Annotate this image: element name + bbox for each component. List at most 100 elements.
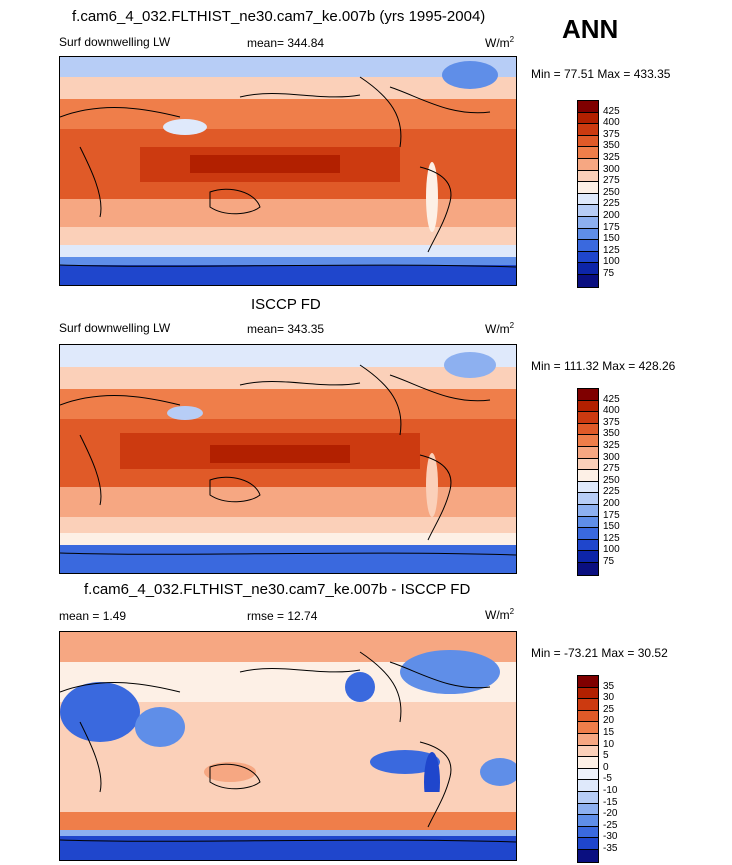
colorbar-level-label: 325 bbox=[603, 440, 620, 451]
panel1-colorbar bbox=[577, 100, 599, 288]
colorbar-level-label: 275 bbox=[603, 175, 620, 187]
colorbar-box bbox=[578, 481, 598, 494]
panel2-variable: Surf downwelling LW bbox=[59, 321, 171, 335]
colorbar-box bbox=[578, 274, 598, 287]
colorbar-box bbox=[578, 423, 598, 436]
panel3-rmse: rmse = 12.74 bbox=[247, 609, 318, 623]
colorbar-level-label: -35 bbox=[603, 843, 618, 854]
colorbar-box bbox=[578, 147, 598, 159]
colorbar-box bbox=[578, 493, 598, 505]
panel2-units: W/m2 bbox=[485, 321, 515, 336]
colorbar-level-label: -30 bbox=[603, 831, 618, 843]
colorbar-box bbox=[578, 768, 598, 781]
panel3-map-field bbox=[60, 632, 516, 860]
colorbar-box bbox=[578, 112, 598, 125]
colorbar-level-label: 175 bbox=[603, 509, 620, 521]
colorbar-box bbox=[578, 435, 598, 447]
colorbar-level-label: 25 bbox=[603, 703, 615, 715]
colorbar-box bbox=[578, 722, 598, 734]
colorbar-level-label: 30 bbox=[603, 692, 615, 704]
colorbar-level-label: 150 bbox=[603, 233, 620, 245]
panel2-map-field bbox=[60, 345, 516, 573]
panel3-colorbar bbox=[577, 675, 599, 863]
colorbar-level-label: 200 bbox=[603, 210, 620, 221]
colorbar-box bbox=[578, 780, 598, 792]
colorbar-box bbox=[578, 263, 598, 275]
colorbar-box bbox=[578, 516, 598, 529]
colorbar-level-label: 350 bbox=[603, 428, 620, 440]
colorbar-level-label: 100 bbox=[603, 544, 620, 556]
colorbar-level-label: 100 bbox=[603, 256, 620, 268]
colorbar-box bbox=[578, 216, 598, 229]
colorbar-box bbox=[578, 182, 598, 194]
panel2-map bbox=[59, 344, 517, 574]
colorbar-box bbox=[578, 687, 598, 700]
panel1-minmax: Min = 77.51 Max = 433.35 bbox=[531, 67, 671, 81]
colorbar-level-label: -25 bbox=[603, 819, 618, 831]
colorbar-level-label: 400 bbox=[603, 405, 620, 417]
colorbar-level-label: -10 bbox=[603, 785, 618, 796]
colorbar-level-label: 300 bbox=[603, 163, 620, 175]
colorbar-level-label: 425 bbox=[603, 393, 620, 405]
colorbar-level-label: 275 bbox=[603, 463, 620, 475]
colorbar-level-label: 375 bbox=[603, 416, 620, 428]
panel3-units: W/m2 bbox=[485, 607, 515, 622]
panel1-map-field bbox=[60, 57, 516, 285]
colorbar-level-label: 150 bbox=[603, 521, 620, 533]
colorbar-level-label: 225 bbox=[603, 486, 620, 498]
colorbar-box bbox=[578, 193, 598, 206]
panel3-map bbox=[59, 631, 517, 861]
panel1-map bbox=[59, 56, 517, 286]
colorbar-level-label: 10 bbox=[603, 738, 615, 750]
colorbar-level-label: 5 bbox=[603, 750, 609, 762]
colorbar-level-label: 225 bbox=[603, 198, 620, 210]
colorbar-box bbox=[578, 539, 598, 552]
colorbar-box bbox=[578, 446, 598, 459]
colorbar-box bbox=[578, 158, 598, 171]
colorbar-box bbox=[578, 562, 598, 575]
colorbar-level-label: 400 bbox=[603, 117, 620, 129]
colorbar-box bbox=[578, 124, 598, 136]
colorbar-level-label: 125 bbox=[603, 244, 620, 256]
colorbar-box bbox=[578, 791, 598, 804]
panel1-units: W/m2 bbox=[485, 35, 515, 50]
colorbar-box bbox=[578, 757, 598, 769]
colorbar-box bbox=[578, 101, 598, 113]
colorbar-box bbox=[578, 826, 598, 839]
colorbar-level-label: 325 bbox=[603, 152, 620, 163]
colorbar-level-label: 250 bbox=[603, 186, 620, 198]
colorbar-box bbox=[578, 135, 598, 148]
colorbar-level-label: 35 bbox=[603, 680, 615, 692]
colorbar-level-label: 350 bbox=[603, 140, 620, 152]
colorbar-level-label: 250 bbox=[603, 474, 620, 486]
colorbar-box bbox=[578, 838, 598, 850]
colorbar-level-label: 75 bbox=[603, 556, 615, 567]
colorbar-level-label: 20 bbox=[603, 715, 615, 727]
panel1-mean: mean= 344.84 bbox=[247, 36, 325, 50]
colorbar-level-label: 200 bbox=[603, 498, 620, 509]
colorbar-level-label: 300 bbox=[603, 451, 620, 463]
panel3-mean: mean = 1.49 bbox=[59, 609, 127, 623]
colorbar-level-label: 0 bbox=[603, 761, 609, 773]
panel3-minmax: Min = -73.21 Max = 30.52 bbox=[531, 646, 668, 660]
panel2-mean: mean= 343.35 bbox=[247, 322, 325, 336]
colorbar-box bbox=[578, 745, 598, 758]
colorbar-box bbox=[578, 389, 598, 401]
colorbar-box bbox=[578, 458, 598, 471]
colorbar-level-label: -20 bbox=[603, 808, 618, 820]
colorbar-box bbox=[578, 240, 598, 252]
season-label: ANN bbox=[562, 14, 619, 44]
colorbar-level-label: 375 bbox=[603, 128, 620, 140]
colorbar-box bbox=[578, 733, 598, 746]
colorbar-box bbox=[578, 803, 598, 816]
colorbar-level-label: -15 bbox=[603, 796, 618, 808]
colorbar-box bbox=[578, 170, 598, 183]
colorbar-box bbox=[578, 699, 598, 711]
colorbar-level-label: 15 bbox=[603, 727, 615, 738]
colorbar-box bbox=[578, 528, 598, 540]
colorbar-box bbox=[578, 205, 598, 217]
colorbar-box bbox=[578, 251, 598, 264]
colorbar-box bbox=[578, 400, 598, 413]
panel2-title: ISCCP FD bbox=[251, 296, 321, 313]
panel1-title: f.cam6_4_032.FLTHIST_ne30.cam7_ke.007b (… bbox=[72, 8, 486, 25]
